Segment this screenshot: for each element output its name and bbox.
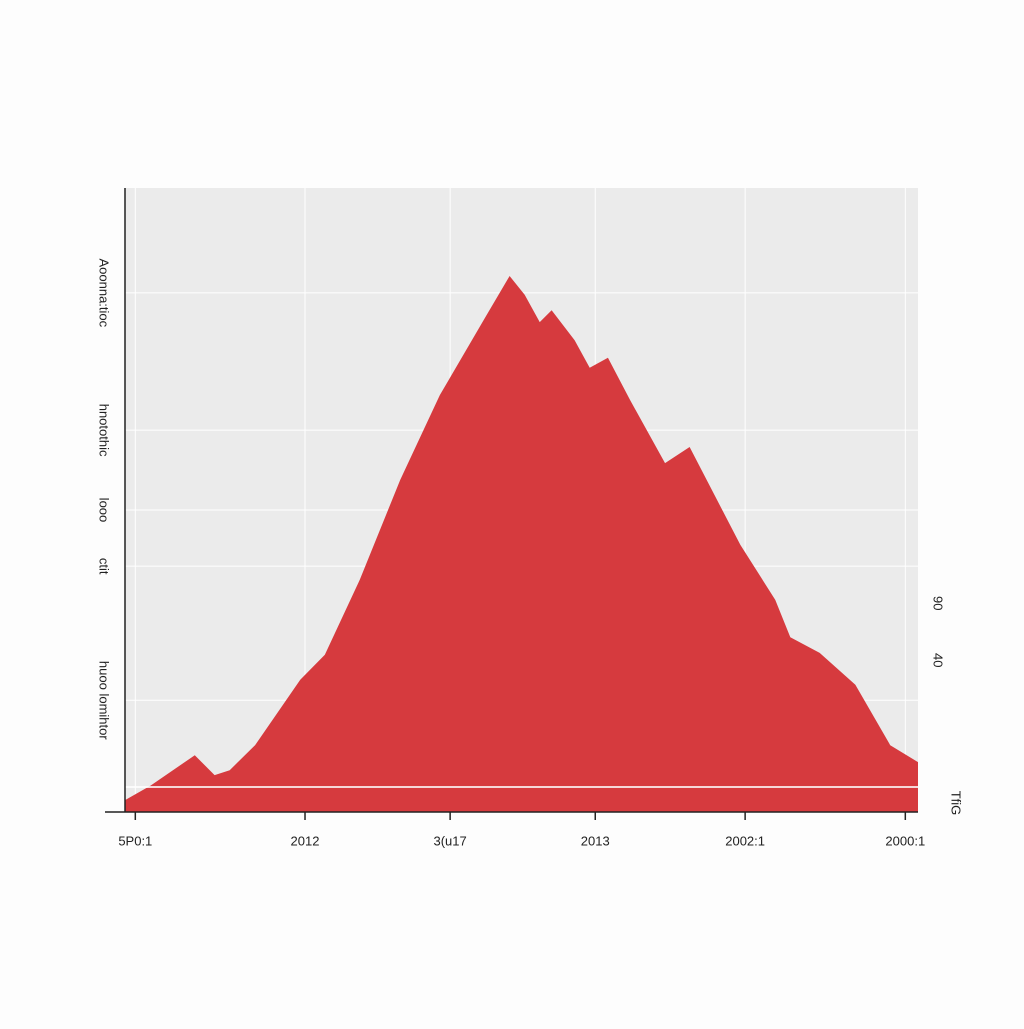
x-tick-label: 3(u17 bbox=[434, 833, 467, 848]
y-tick-label: huoo lomihtor bbox=[97, 661, 112, 740]
y2-tick-label: 90 bbox=[931, 596, 946, 610]
x-tick-label: 2012 bbox=[291, 833, 320, 848]
area bbox=[125, 275, 918, 812]
x-tick-label: 2002:1 bbox=[725, 833, 765, 848]
x-tick-label: 2013 bbox=[581, 833, 610, 848]
y-tick-label: ctit bbox=[97, 558, 112, 575]
y-tick-label: Aoonna:tioc bbox=[97, 258, 112, 327]
y2-axis-label: TfiG bbox=[949, 791, 964, 816]
y2-tick-label: 40 bbox=[931, 653, 946, 667]
x-tick-label: 5P0:1 bbox=[118, 833, 152, 848]
y-tick-label: looo bbox=[97, 498, 112, 523]
y-tick-label: hnotothic bbox=[97, 404, 112, 457]
x-tick-label: 2000:1 bbox=[885, 833, 925, 848]
